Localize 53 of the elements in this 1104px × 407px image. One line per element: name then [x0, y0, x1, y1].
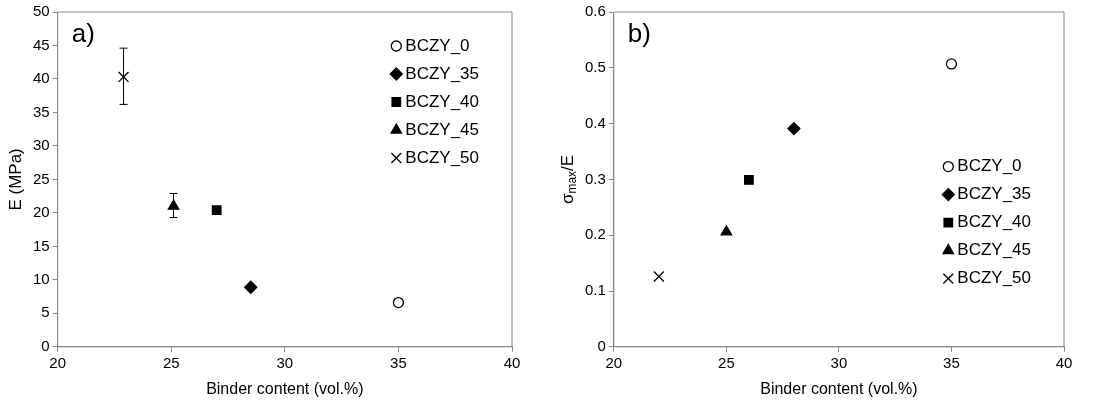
- point: [945, 58, 958, 70]
- point: [653, 270, 665, 283]
- y-tick-label: 50: [33, 2, 50, 20]
- y-tick-label: 25: [33, 169, 50, 187]
- x-tick-label: 40: [503, 353, 521, 371]
- legend-label: BCZY_50: [957, 268, 1031, 288]
- legend-label: BCZY_35: [405, 63, 479, 83]
- x-tick-label: 35: [390, 353, 407, 371]
- point: [117, 71, 130, 83]
- y-tick-label: 15: [33, 236, 50, 254]
- y-tick-label: 0.5: [584, 57, 606, 75]
- y-axis-title: E (MPa): [5, 148, 25, 211]
- legend-label: BCZY_45: [957, 240, 1031, 260]
- y-tick-label: 0: [41, 336, 50, 354]
- point: [787, 121, 801, 136]
- y-tick-label: 0: [597, 336, 606, 354]
- y-tick-label: 0.1: [584, 281, 606, 299]
- point: [720, 225, 733, 236]
- y-tick-label: 0.2: [584, 225, 606, 243]
- point: [211, 205, 222, 216]
- y-tick-label: 30: [33, 136, 50, 154]
- y-tick-label: 5: [41, 303, 50, 321]
- x-tick-label: 25: [162, 353, 180, 371]
- annotation: a): [71, 18, 95, 49]
- y-axis-title: σmax/E: [557, 154, 580, 204]
- annotation: b): [627, 18, 651, 49]
- legend-label: BCZY_45: [405, 119, 479, 139]
- point: [392, 296, 405, 309]
- point: [167, 199, 180, 210]
- x-axis-title: Binder content (vol.%): [760, 379, 918, 397]
- x-tick-label: 30: [276, 353, 294, 371]
- point: [744, 175, 754, 185]
- y-tick-label: 20: [33, 203, 50, 221]
- legend-label: BCZY_35: [957, 184, 1031, 204]
- legend-label: BCZY_40: [405, 91, 479, 111]
- x-axis-title: Binder content (vol.%): [206, 379, 364, 397]
- legend-label: BCZY_40: [957, 212, 1031, 232]
- legend-label: BCZY_0: [405, 35, 470, 55]
- y-tick-label: 0.6: [584, 2, 606, 20]
- y-tick-label: 0.4: [584, 113, 606, 131]
- x-tick-label: 25: [718, 353, 735, 371]
- point: [244, 280, 258, 294]
- y-tick-label: 45: [33, 35, 50, 53]
- y-tick-label: 40: [33, 69, 50, 87]
- x-tick-label: 20: [605, 353, 623, 371]
- legend-label: BCZY_50: [405, 147, 479, 167]
- y-tick-label: 0.3: [584, 169, 606, 187]
- y-tick-label: 35: [33, 102, 50, 120]
- legend-label: BCZY_0: [957, 156, 1022, 176]
- x-tick-label: 35: [943, 353, 960, 371]
- x-tick-label: 30: [830, 353, 848, 371]
- x-tick-label: 40: [1055, 353, 1073, 371]
- y-tick-label: 10: [33, 269, 50, 287]
